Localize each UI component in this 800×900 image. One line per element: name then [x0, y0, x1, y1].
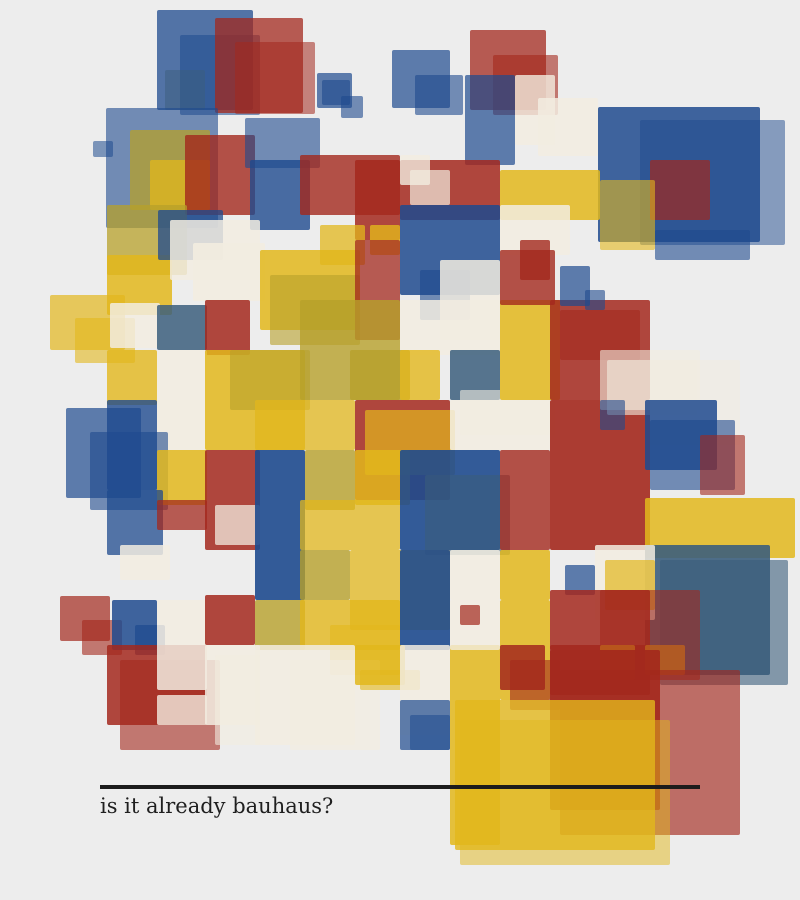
caption-text: is it already bauhaus? — [100, 794, 334, 818]
color-square — [425, 475, 510, 555]
color-square — [450, 550, 500, 600]
color-square — [410, 170, 450, 205]
color-square — [235, 42, 315, 114]
color-square — [465, 75, 515, 165]
color-square — [255, 450, 305, 600]
color-square — [93, 141, 113, 157]
color-square — [215, 655, 260, 745]
color-square — [500, 250, 555, 305]
color-square — [600, 400, 625, 430]
color-square — [600, 180, 655, 250]
color-square — [460, 605, 480, 625]
color-square — [700, 435, 745, 495]
color-square — [107, 490, 163, 555]
color-square — [400, 300, 500, 355]
color-square — [460, 720, 670, 865]
color-square — [400, 350, 440, 400]
color-square — [415, 75, 463, 115]
color-square — [193, 243, 265, 301]
color-square — [400, 550, 450, 650]
color-square — [157, 350, 207, 400]
caption-divider-line — [100, 785, 700, 789]
color-square — [205, 300, 250, 355]
color-square — [110, 303, 160, 348]
color-square — [120, 545, 170, 580]
color-square — [410, 715, 450, 750]
color-square — [341, 96, 363, 118]
color-square — [300, 550, 350, 600]
color-square — [185, 135, 255, 215]
color-square — [500, 550, 550, 600]
color-square — [107, 350, 157, 405]
color-square — [538, 98, 598, 156]
color-square — [655, 230, 750, 260]
color-square — [157, 450, 207, 505]
color-square — [585, 290, 605, 310]
color-square — [157, 500, 207, 530]
color-square — [157, 600, 207, 690]
color-square — [157, 695, 207, 725]
color-square — [205, 595, 255, 645]
color-square — [300, 500, 400, 550]
color-square — [165, 70, 205, 110]
color-square — [255, 400, 355, 450]
color-square — [107, 400, 157, 490]
color-square — [157, 305, 207, 350]
color-square — [600, 590, 700, 680]
color-square — [650, 160, 710, 220]
color-square — [215, 505, 260, 545]
color-square — [500, 450, 550, 550]
color-square — [255, 600, 305, 650]
